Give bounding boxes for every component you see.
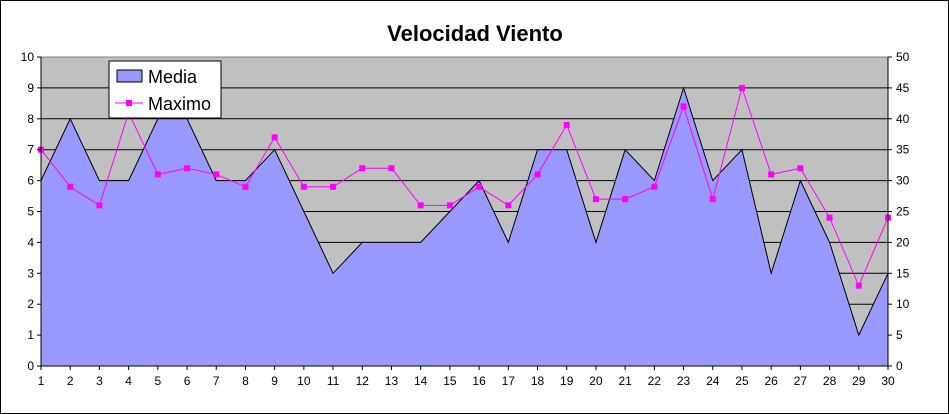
x-tick-label-12: 12 [356, 374, 370, 388]
x-tick-label-18: 18 [531, 374, 545, 388]
y-left-tick-label-9: 9 [27, 81, 34, 95]
x-tick-label-17: 17 [502, 374, 516, 388]
x-tick-label-25: 25 [735, 374, 749, 388]
series-maximo-point-23 [680, 103, 687, 110]
series-maximo-point-18 [534, 171, 541, 178]
series-maximo-point-27 [797, 165, 804, 172]
series-maximo-point-25 [738, 84, 745, 91]
x-tick-label-22: 22 [648, 374, 662, 388]
x-tick-label-26: 26 [764, 374, 778, 388]
series-media-area [41, 87, 888, 367]
series-maximo-point-16 [476, 183, 483, 190]
series-maximo-point-5 [154, 171, 161, 178]
y-left-tick-label-2: 2 [27, 297, 34, 311]
x-tick-label-15: 15 [443, 374, 457, 388]
y-right-tick-label-45: 45 [896, 81, 910, 95]
y-right-tick-label-0: 0 [896, 359, 903, 373]
x-tick-label-30: 30 [881, 374, 895, 388]
x-tick-label-7: 7 [213, 374, 220, 388]
series-maximo-point-11 [330, 183, 337, 190]
x-tick-label-20: 20 [589, 374, 603, 388]
series-maximo-point-21 [622, 196, 629, 203]
x-tick-label-19: 19 [560, 374, 574, 388]
y-right-tick-label-40: 40 [896, 112, 910, 126]
x-tick-label-4: 4 [125, 374, 132, 388]
x-tick-label-8: 8 [242, 374, 249, 388]
legend-swatch-media [116, 69, 143, 83]
x-tick-label-29: 29 [852, 374, 866, 388]
y-left-tick-label-4: 4 [27, 235, 34, 249]
y-left-tick-label-0: 0 [27, 359, 34, 373]
series-maximo-point-3 [96, 202, 103, 209]
series-maximo-point-20 [592, 196, 599, 203]
series-maximo-point-10 [300, 183, 307, 190]
y-left-tick-label-3: 3 [27, 266, 34, 280]
y-right-tick-label-35: 35 [896, 143, 910, 157]
legend-label-media: Media [148, 67, 198, 87]
x-tick-label-21: 21 [618, 374, 632, 388]
series-maximo-point-9 [271, 134, 278, 141]
x-tick-label-13: 13 [385, 374, 399, 388]
x-tick-label-9: 9 [271, 374, 278, 388]
y-right-tick-label-20: 20 [896, 235, 910, 249]
series-maximo-point-17 [505, 202, 512, 209]
series-maximo-point-7 [213, 171, 220, 178]
y-left-tick-label-5: 5 [27, 205, 34, 219]
y-right-tick-label-50: 50 [896, 50, 910, 64]
legend: Media Maximo [108, 60, 222, 119]
y-left-tick-label-10: 10 [21, 50, 35, 64]
series-maximo-point-6 [184, 165, 191, 172]
y-left-tick-label-7: 7 [27, 143, 34, 157]
y-right-tick-label-15: 15 [896, 266, 910, 280]
x-tick-label-3: 3 [96, 374, 103, 388]
series-maximo-point-22 [651, 183, 658, 190]
x-tick-label-27: 27 [794, 374, 808, 388]
x-tick-label-14: 14 [414, 374, 428, 388]
y-left-tick-label-6: 6 [27, 174, 34, 188]
y-left-tick-label-1: 1 [27, 328, 34, 342]
chart-title: Velocidad Viento [387, 21, 563, 46]
x-tick-label-23: 23 [677, 374, 691, 388]
series-maximo-point-8 [242, 183, 249, 190]
series-maximo-point-14 [417, 202, 424, 209]
series-maximo-point-29 [855, 282, 862, 289]
series-maximo-line [40, 86, 889, 287]
series-maximo-point-26 [768, 171, 775, 178]
y-right-tick-label-10: 10 [896, 297, 910, 311]
x-tick-label-24: 24 [706, 374, 720, 388]
series-maximo-point-15 [446, 202, 453, 209]
series-maximo-point-28 [826, 214, 833, 221]
x-tick-label-5: 5 [154, 374, 161, 388]
series-maximo-point-13 [388, 165, 395, 172]
series-maximo-point-24 [709, 196, 716, 203]
y-right-tick-label-30: 30 [896, 174, 910, 188]
series-maximo-point-19 [563, 121, 570, 128]
legend-label-maximo: Maximo [148, 94, 211, 114]
x-tick-label-16: 16 [472, 374, 486, 388]
series-maximo-point-12 [359, 165, 366, 172]
y-right-tick-label-25: 25 [896, 205, 910, 219]
series-maximo-point-2 [67, 183, 74, 190]
x-tick-label-10: 10 [297, 374, 311, 388]
legend-marker-maximo [126, 100, 132, 106]
x-tick-label-11: 11 [327, 374, 340, 388]
x-tick-label-28: 28 [823, 374, 837, 388]
y-right-tick-label-5: 5 [896, 328, 903, 342]
x-tick-label-1: 1 [38, 374, 45, 388]
x-tick-label-2: 2 [67, 374, 74, 388]
y-left-tick-label-8: 8 [27, 112, 34, 126]
x-tick-label-6: 6 [184, 374, 191, 388]
